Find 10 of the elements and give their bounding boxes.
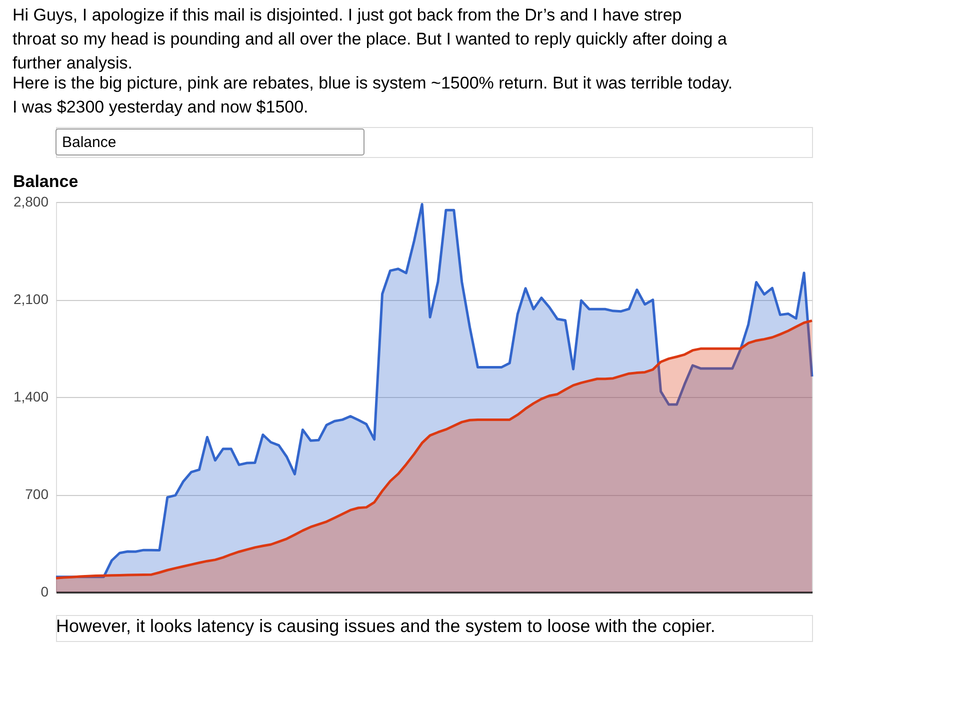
- text: However, it looks latency is causing issues and the system to loose with the copier.: [56, 616, 716, 636]
- chart-title: Hi Guys, I apologize if this mail is disjointed. I just got back from the Dr’s and I have strep throat so my head is pounding and all over the place. But I wanted to reply quickly after doing a further analysis.: [12, 6, 728, 72]
- y-tick-label: 2,800: [13, 194, 49, 210]
- y-tick-label: 2,100: [13, 291, 49, 307]
- y-tick-label: 1,400: [13, 388, 49, 404]
- text: Balance: [62, 134, 116, 151]
- chart-subtitle: Here is the big picture, pink are rebates, blue is system ~1500% return. But it was terrible today. I was $2300 yesterday and now $1500.: [12, 74, 733, 116]
- y-tick-label: 700: [25, 486, 49, 502]
- y-tick-label: 0: [40, 584, 49, 600]
- text: Balance: [12, 172, 78, 191]
